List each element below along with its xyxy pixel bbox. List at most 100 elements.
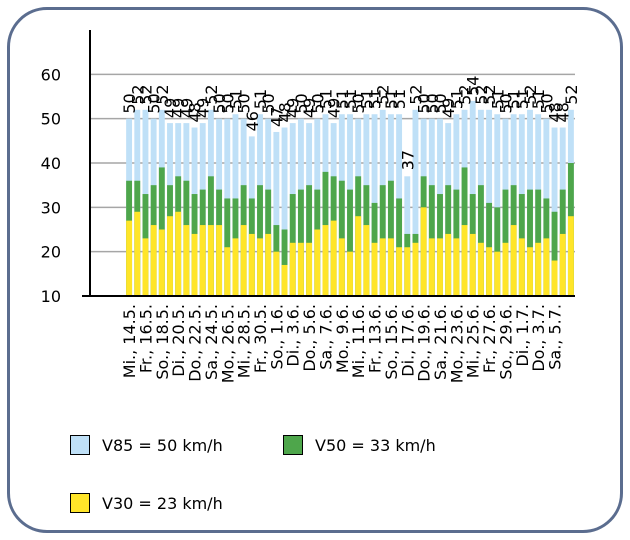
- bar-v30: [404, 247, 411, 296]
- x-tick-label: Sa., 21.6.: [431, 304, 450, 380]
- data-label: 49: [161, 98, 180, 118]
- bar-v30: [445, 233, 452, 296]
- bar-v30: [347, 251, 353, 296]
- data-label: 51: [505, 89, 524, 109]
- bar-v30: [273, 251, 280, 296]
- data-label: 51: [333, 89, 352, 109]
- bar-v30: [510, 225, 517, 296]
- bar-v30: [363, 225, 370, 296]
- data-label: 51: [390, 89, 409, 109]
- data-label: 52: [472, 84, 491, 104]
- y-tick-label: 10: [41, 287, 61, 306]
- bar-v85: [273, 131, 280, 296]
- data-label: 49: [284, 98, 303, 118]
- bar-v30: [150, 225, 157, 296]
- data-label: 52: [521, 84, 540, 104]
- bar-v30: [559, 233, 566, 296]
- bar-v50: [347, 189, 353, 296]
- bar-v30: [396, 247, 403, 296]
- x-tick-label: Do., 5.6.: [300, 304, 319, 372]
- legend-swatch-v30: [70, 493, 90, 513]
- data-label: 52: [136, 84, 155, 104]
- data-label: 52: [202, 84, 221, 104]
- bar-v30: [248, 233, 255, 296]
- bar-v30: [437, 238, 443, 296]
- data-label: 50: [496, 93, 515, 113]
- bar-v30: [330, 220, 337, 296]
- data-label: 50: [120, 93, 139, 113]
- bar-v30: [461, 225, 468, 296]
- bar-v30: [216, 225, 223, 296]
- y-tick-label: 50: [41, 110, 61, 129]
- data-label: 48: [276, 102, 295, 122]
- data-label: 50: [537, 93, 556, 113]
- bar-v30: [338, 238, 345, 296]
- data-label: 49: [300, 98, 319, 118]
- x-tick-label: Di., 17.6.: [398, 304, 417, 377]
- data-label: 50: [423, 93, 442, 113]
- data-label: 46: [243, 111, 262, 131]
- y-tick-label: 30: [41, 198, 61, 217]
- bar-v30: [412, 242, 419, 296]
- bar-v85: [494, 114, 501, 296]
- data-label: 49: [325, 98, 344, 118]
- data-label: 48: [554, 102, 573, 122]
- data-label: 50: [308, 93, 327, 113]
- x-tick-label: Mi., 11.6.: [349, 304, 368, 378]
- x-tick-label: Sa., 24.5.: [202, 304, 221, 380]
- x-tick-label: Mi., 25.6.: [464, 304, 483, 378]
- data-label: 50: [292, 93, 311, 113]
- x-tick-label: Do., 19.6.: [415, 304, 434, 382]
- x-tick-label: Di., 1.7.: [513, 304, 532, 367]
- x-tick-label: Sa., 5.7.: [546, 304, 565, 370]
- bar-v30: [387, 238, 394, 296]
- legend-swatch-v50: [283, 435, 303, 455]
- bar-v30: [175, 211, 182, 296]
- bar-v30: [322, 225, 329, 296]
- data-label: 52: [562, 84, 581, 104]
- bar-v30: [207, 225, 214, 296]
- x-tick-label: Fr., 16.5.: [136, 304, 155, 373]
- data-label: 49: [169, 98, 188, 118]
- data-label: 50: [145, 93, 164, 113]
- legend-item-v30: V30 = 23 km/h: [70, 493, 223, 513]
- bar-v30: [518, 238, 525, 296]
- data-label: 51: [513, 89, 532, 109]
- legend-label-v85: V85 = 50 km/h: [102, 435, 223, 455]
- bar-v30: [379, 238, 386, 296]
- bar-v85: [281, 127, 288, 297]
- x-tick-label: Mo., 26.5.: [218, 304, 237, 383]
- data-label: 52: [456, 84, 475, 104]
- data-label: 51: [316, 89, 335, 109]
- bar-v30: [469, 233, 476, 296]
- bar-v30: [265, 233, 272, 296]
- data-label: 52: [128, 84, 147, 104]
- bar-v30: [494, 251, 501, 296]
- data-label: 37: [398, 150, 417, 170]
- bar-v30: [486, 247, 493, 296]
- bar-v30: [306, 242, 313, 296]
- bar-v30: [142, 238, 149, 296]
- bar-v30: [543, 238, 550, 296]
- bar-v30: [527, 247, 533, 296]
- bar-v30: [183, 225, 190, 296]
- data-label: 50: [415, 93, 434, 113]
- data-label: 51: [529, 89, 548, 109]
- bar-v30: [535, 242, 542, 296]
- x-tick-label: Fr., 13.6.: [366, 304, 385, 373]
- legend-item-v85: V85 = 50 km/h: [70, 435, 223, 455]
- bar-v30: [453, 238, 460, 296]
- data-label: 51: [366, 89, 385, 109]
- data-label: 54: [464, 76, 483, 96]
- data-label: 51: [226, 89, 245, 109]
- data-label: 51: [357, 89, 376, 109]
- bar-v30: [567, 216, 574, 296]
- data-label: 48: [186, 102, 205, 122]
- y-tick-label: 20: [41, 243, 61, 262]
- x-tick-label: So., 18.5.: [153, 304, 172, 380]
- x-tick-label: So., 29.6.: [496, 304, 515, 380]
- bar-v30: [314, 229, 321, 296]
- legend-item-v50: V50 = 33 km/h: [283, 435, 436, 455]
- x-tick-label: Mi., 28.5.: [235, 304, 254, 378]
